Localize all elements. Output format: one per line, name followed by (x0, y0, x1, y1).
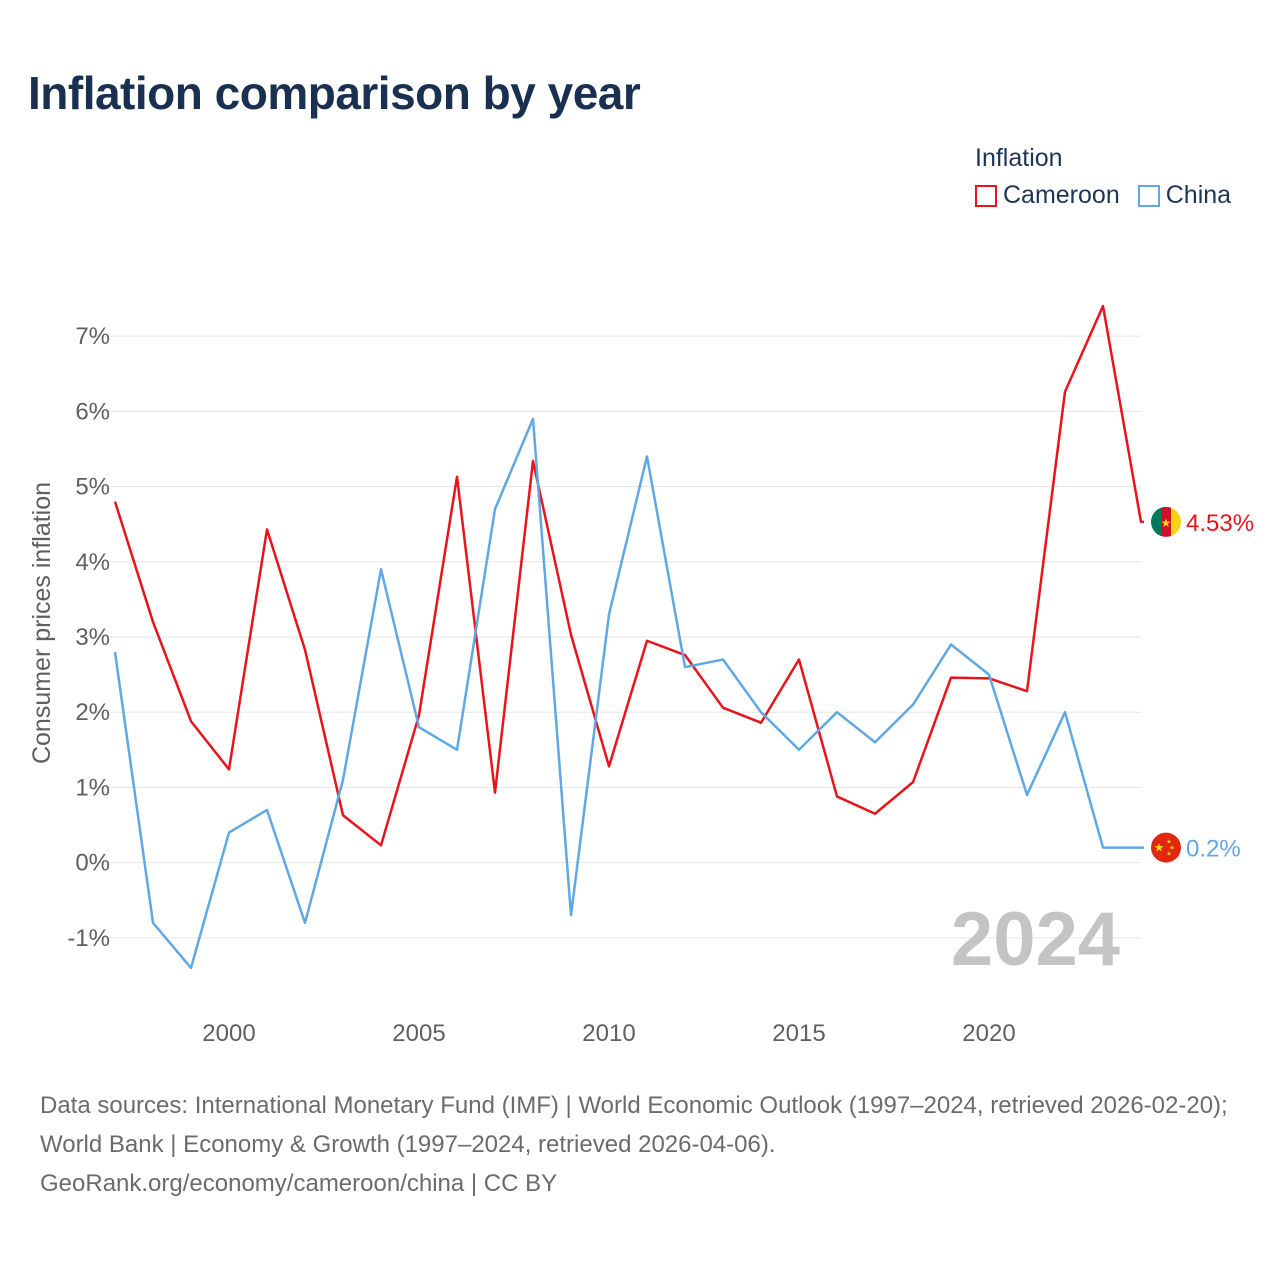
legend-item-cameroon[interactable]: Cameroon (975, 181, 1120, 210)
legend-label-cameroon: Cameroon (1003, 181, 1120, 209)
x-tick-label: 2010 (582, 1020, 635, 1047)
y-tick-label: -1% (67, 925, 110, 952)
flag-marker-cameroon: ★ (1151, 506, 1181, 537)
y-tick-label: 7% (75, 323, 110, 350)
legend-title: Inflation (975, 144, 1063, 172)
y-tick-label: 6% (75, 398, 110, 425)
svg-text:★: ★ (1161, 516, 1172, 530)
y-tick-label: 5% (75, 474, 110, 501)
data-sources: Data sources: International Monetary Fun… (40, 1092, 1228, 1158)
x-tick-label: 2000 (202, 1020, 255, 1047)
svg-text:★: ★ (1169, 845, 1174, 852)
legend: Inflation Cameroon China (975, 144, 1231, 210)
chart-title: Inflation comparison by year (28, 67, 641, 119)
svg-text:★: ★ (1154, 841, 1165, 855)
legend-swatch-cameroon (975, 184, 997, 207)
x-tick-label: 2015 (772, 1020, 825, 1047)
svg-text:★: ★ (1166, 839, 1171, 846)
end-value-label-china: 0.2% (1186, 836, 1241, 863)
credit-link[interactable]: GeoRank.org/economy/cameroon/china | CC … (40, 1170, 558, 1197)
legend-item-china[interactable]: China (1137, 181, 1232, 210)
footer: Data sources: International Monetary Fun… (40, 1086, 1250, 1203)
y-tick-label: 4% (75, 549, 110, 576)
y-tick-label: 1% (75, 774, 110, 801)
x-tick-label: 2005 (392, 1020, 445, 1047)
y-tick-label: 2% (75, 699, 110, 726)
x-tick-label: 2020 (962, 1020, 1015, 1047)
series-line-china (113, 417, 1144, 970)
y-tick-label: 3% (75, 624, 110, 651)
legend-label-china: China (1165, 181, 1232, 209)
flag-marker-china: ★ ★★★ (1151, 832, 1181, 863)
y-axis-label: Consumer prices inflation (28, 482, 56, 764)
year-watermark: 2024 (951, 897, 1120, 982)
series-line-cameroon (113, 304, 1144, 847)
legend-swatch-china (1137, 184, 1160, 207)
svg-text:★: ★ (1166, 851, 1171, 858)
end-value-label-cameroon: 4.53% (1186, 510, 1254, 537)
y-tick-label: 0% (75, 850, 110, 877)
